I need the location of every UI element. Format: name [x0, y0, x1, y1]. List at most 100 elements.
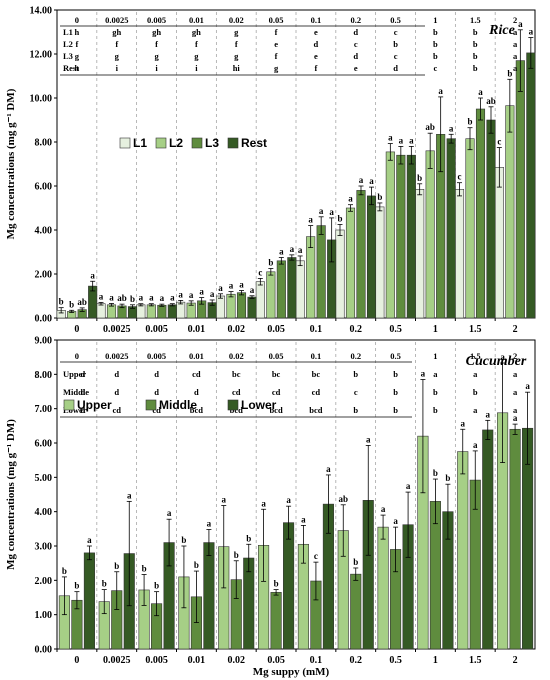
- table-header-cell: 0.01: [189, 351, 204, 361]
- table-cell: a: [513, 63, 518, 73]
- x-tick-label: 0: [74, 655, 79, 666]
- table-cell: d: [154, 387, 159, 397]
- table-cell: f: [115, 39, 118, 49]
- significance-letter: a: [478, 87, 483, 97]
- table-cell: cd: [272, 387, 281, 397]
- significance-letter: b: [181, 535, 186, 545]
- table-cell: h: [75, 27, 80, 37]
- bar-middle: [509, 428, 521, 650]
- table-header-cell: 0.0025: [105, 351, 128, 361]
- table-cell: b: [433, 387, 438, 397]
- table-cell: d: [393, 63, 398, 73]
- x-tick-label: 2: [513, 324, 518, 335]
- table-cell: d: [353, 27, 358, 37]
- y-tick-label: 3.00: [35, 542, 53, 553]
- significance-letter: a: [388, 133, 393, 143]
- table-cell: b: [473, 51, 478, 61]
- bar-l2: [465, 138, 475, 319]
- bar-rest: [366, 195, 377, 319]
- significance-letter: b: [445, 473, 450, 483]
- significance-letter: a: [229, 281, 234, 291]
- table-row-label: L2: [63, 39, 73, 49]
- table-header-cell: 0.5: [390, 351, 401, 361]
- bar-upper: [377, 526, 389, 650]
- bar-l3: [356, 190, 366, 319]
- significance-letter: a: [199, 287, 204, 297]
- significance-letter: a: [486, 409, 491, 419]
- significance-letter: a: [513, 413, 518, 423]
- significance-letter: a: [381, 504, 386, 514]
- significance-letter: ab: [117, 293, 127, 303]
- table-header-cell: 2: [513, 15, 517, 25]
- table-cell: bcd: [190, 405, 204, 415]
- significance-letter: c: [497, 137, 501, 147]
- table-cell: g: [194, 51, 199, 61]
- bar-l1: [335, 229, 345, 319]
- table-cell: hi: [233, 63, 241, 73]
- significance-letter: a: [301, 514, 306, 524]
- significance-letter: a: [518, 19, 523, 29]
- bar-upper: [457, 451, 469, 650]
- table-cell: h: [75, 63, 80, 73]
- x-tick-label: 0.02: [228, 655, 246, 666]
- legend-label: L2: [169, 136, 183, 150]
- table-cell: cd: [152, 405, 161, 415]
- table-cell: g: [234, 51, 239, 61]
- significance-letter: a: [319, 206, 324, 216]
- significance-letter: a: [90, 270, 95, 280]
- table-row-label: Middle: [63, 387, 89, 397]
- bar-middle: [350, 573, 362, 650]
- table-cell: i: [155, 63, 158, 73]
- significance-letter: a: [399, 135, 404, 145]
- table-cell: cd: [232, 387, 241, 397]
- bar-rest: [167, 304, 177, 319]
- legend-swatch: [145, 399, 157, 411]
- significance-letter: a: [461, 418, 466, 428]
- significance-letter: a: [286, 495, 291, 505]
- significance-letter: b: [337, 214, 342, 224]
- bar-l1: [96, 303, 106, 319]
- table-cell: bc: [232, 369, 241, 379]
- significance-letter: a: [160, 293, 165, 303]
- significance-letter: c: [258, 267, 262, 277]
- panel-title: Rice: [488, 23, 515, 38]
- table-cell: d: [81, 405, 86, 415]
- table-row-label: Rest: [63, 63, 79, 73]
- table-cell: bc: [312, 369, 321, 379]
- significance-letter: a: [189, 290, 194, 300]
- table-cell: b: [353, 405, 358, 415]
- rice-chart: 0.00 2.00 4.00 6.00 8.00 10.00 12.00 14.00 0 0.00…: [5, 6, 536, 335]
- table-cell: c: [394, 51, 398, 61]
- table-cell: b: [433, 405, 438, 415]
- bar-l3: [515, 60, 525, 319]
- significance-letter: a: [167, 508, 172, 518]
- bar-rest: [247, 296, 257, 319]
- significance-letter: b: [130, 294, 135, 304]
- bar-l2: [306, 236, 316, 319]
- bar-l1: [176, 301, 186, 319]
- bar-l2: [146, 304, 156, 319]
- significance-letter: a: [178, 289, 183, 299]
- table-header-cell: 1.5: [470, 351, 481, 361]
- table-cell: b: [433, 39, 438, 49]
- table-cell: g: [274, 63, 279, 73]
- y-tick-label: 12.00: [30, 50, 53, 61]
- table-header-cell: 0.1: [311, 15, 322, 25]
- bar-l2: [425, 150, 435, 319]
- bar-lower: [83, 552, 95, 650]
- bar-l3: [276, 260, 286, 319]
- table-header-cell: 0.02: [229, 15, 244, 25]
- table-row-label: Lower: [63, 405, 87, 415]
- table-cell: d: [353, 51, 358, 61]
- bar-rest: [446, 138, 456, 319]
- legend-label: Middle: [159, 398, 197, 412]
- table-cell: f: [275, 51, 278, 61]
- legend-label: Rest: [241, 136, 267, 150]
- y-tick-label: 8.00: [35, 370, 53, 381]
- significance-letter: b: [59, 297, 64, 307]
- legend: L1 L2 L3 Rest: [119, 136, 267, 150]
- significance-letter: a: [438, 86, 443, 96]
- significance-letter: ab: [486, 96, 496, 106]
- y-tick-label: 1.00: [35, 610, 53, 621]
